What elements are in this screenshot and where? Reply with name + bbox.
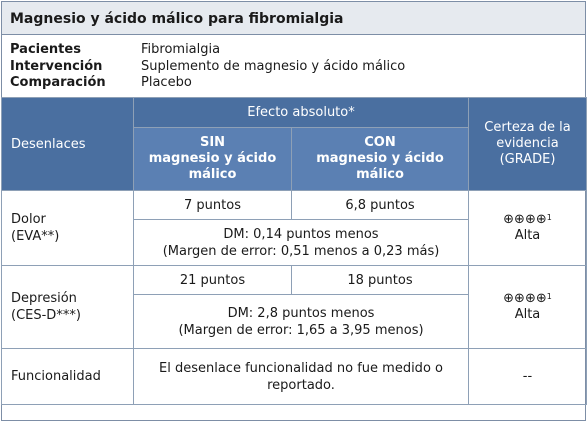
certainty-symbols: ⊕⊕⊕⊕ — [503, 291, 547, 306]
pico-block: Pacientes Fibromialgia Intervención Supl… — [2, 35, 585, 98]
pico-key: Pacientes — [10, 42, 81, 57]
certainty-label: Alta — [514, 228, 541, 243]
pico-value: Placebo — [141, 75, 192, 90]
outcome-pain: Dolor (EVA**) — [1, 190, 134, 266]
certainty-footnote: 1 — [546, 213, 552, 222]
outcome-functionality: Funcionalidad — [1, 348, 134, 405]
pico-value: Suplemento de magnesio y ácido málico — [141, 58, 406, 74]
md-pain: DM: 0,14 puntos menos (Margen de error: … — [133, 219, 469, 266]
header-certainty: Certeza de la evidencia (GRADE) — [468, 97, 587, 191]
certainty-depression: ⊕⊕⊕⊕1 Alta — [468, 265, 587, 349]
value-with-depression: 18 puntos — [291, 265, 469, 295]
pico-row-comparison: Comparación Placebo — [10, 75, 585, 92]
certainty-label: Alta — [514, 307, 541, 322]
pico-key: Intervención — [10, 58, 103, 74]
header-with: CON magnesio y ácido málico — [291, 127, 469, 191]
certainty-pain: ⊕⊕⊕⊕1 Alta — [468, 190, 587, 266]
md-depression: DM: 2,8 puntos menos (Margen de error: 1… — [133, 294, 469, 349]
card-title: Magnesio y ácido málico para fibromialgi… — [2, 2, 585, 35]
value-without-depression: 21 puntos — [133, 265, 292, 295]
value-with-pain: 6,8 puntos — [291, 190, 469, 220]
header-absolute-effect: Efecto absoluto* — [133, 97, 469, 128]
header-without: SIN magnesio y ácido málico — [133, 127, 292, 191]
outcome-depression: Depresión (CES-D***) — [1, 265, 134, 349]
pico-row-patients: Pacientes Fibromialgia — [10, 42, 585, 59]
header-outcomes: Desenlaces — [1, 97, 134, 191]
certainty-footnote: 1 — [546, 292, 552, 301]
value-without-pain: 7 puntos — [133, 190, 292, 220]
pico-row-intervention: Intervención Suplemento de magnesio y ác… — [10, 59, 585, 76]
pico-key: Comparación — [10, 75, 106, 90]
pico-value: Fibromialgia — [141, 42, 221, 57]
functionality-note: El desenlace funcionalidad no fue medido… — [133, 348, 469, 405]
evidence-table: Desenlaces Efecto absoluto* Certeza de l… — [1, 97, 587, 405]
certainty-symbols: ⊕⊕⊕⊕ — [503, 212, 547, 227]
certainty-functionality: -- — [468, 348, 587, 405]
